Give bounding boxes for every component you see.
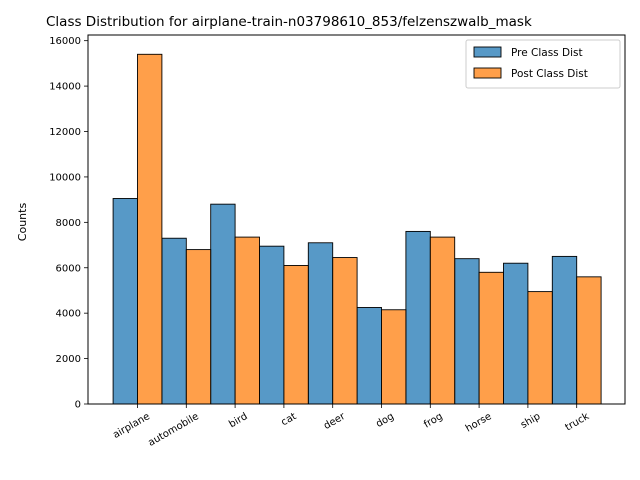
- chart-title: Class Distribution for airplane-train-n0…: [46, 14, 532, 30]
- bar-pre-truck: [551, 255, 578, 405]
- bar-pre-automobile: [161, 237, 187, 405]
- bar-pre-deer: [307, 242, 334, 405]
- bar-pre-ship: [503, 262, 529, 405]
- bar-pre-frog: [405, 230, 431, 405]
- legend-swatch-1: [473, 67, 502, 79]
- bar-post-truck: [576, 276, 602, 405]
- bar-post-cat: [283, 265, 309, 405]
- bar-post-bird: [234, 236, 260, 405]
- x-tick-label-truck: truck: [563, 411, 591, 433]
- x-tick-label-bird: bird: [227, 411, 249, 430]
- bar-pre-dog: [356, 307, 382, 405]
- legend-label-1: Post Class Dist: [511, 68, 588, 80]
- x-tick-label-cat: cat: [279, 411, 298, 428]
- bar-post-automobile: [185, 249, 212, 405]
- y-tick-label: 2000: [56, 354, 81, 365]
- bar-pre-horse: [454, 258, 480, 405]
- x-tick-label-horse: horse: [464, 411, 494, 434]
- y-tick-label: 4000: [56, 309, 81, 320]
- y-tick-label: 8000: [56, 218, 81, 229]
- y-tick-label: 0: [75, 400, 81, 411]
- bar-post-frog: [429, 236, 456, 405]
- bar-post-horse: [478, 271, 504, 405]
- x-tick-label-airplane: airplane: [111, 411, 152, 441]
- y-tick-label: 16000: [49, 36, 81, 47]
- x-tick-label-ship: ship: [519, 411, 542, 431]
- legend-label-0: Pre Class Dist: [511, 47, 583, 59]
- y-tick-label: 12000: [49, 127, 81, 138]
- y-tick-label: 6000: [56, 263, 81, 274]
- x-tick-label-automobile: automobile: [146, 411, 200, 449]
- y-tick-label: 10000: [49, 172, 81, 183]
- legend-swatch-0: [473, 46, 502, 58]
- axes-frame: [87, 34, 626, 405]
- bar-post-dog: [381, 309, 407, 405]
- bar-pre-bird: [210, 203, 236, 405]
- x-tick-label-dog: dog: [374, 411, 396, 430]
- bar-post-airplane: [137, 53, 163, 405]
- x-tick-label-frog: frog: [422, 411, 445, 430]
- bar-post-ship: [527, 291, 553, 405]
- x-tick-label-deer: deer: [322, 411, 348, 432]
- legend: Pre Class Dist Post Class Dist: [465, 39, 621, 89]
- bar-post-deer: [332, 257, 358, 405]
- bar-pre-airplane: [112, 198, 138, 405]
- bar-pre-cat: [259, 245, 285, 405]
- y-axis-label: Counts: [16, 203, 29, 242]
- y-tick-label: 14000: [49, 82, 81, 93]
- legend-box: [465, 39, 621, 89]
